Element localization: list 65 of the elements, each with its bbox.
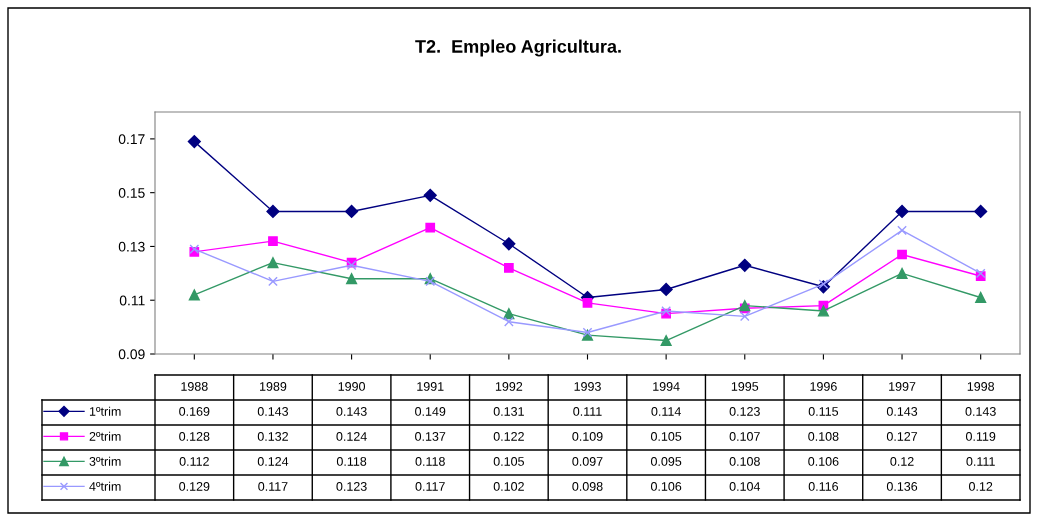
data-label: 0.105 <box>650 432 682 441</box>
data-label: 0.116 <box>808 482 839 491</box>
data-label: 0.106 <box>650 482 682 491</box>
y-tick-label: 0.11 <box>119 295 145 306</box>
y-tick-label: 0.15 <box>118 188 145 198</box>
data-label: 0.137 <box>415 432 446 441</box>
x-tick-label: 1992 <box>495 382 523 391</box>
x-tick-label: 1988 <box>181 382 208 391</box>
data-label: 0.102 <box>493 482 524 491</box>
data-label: 0.136 <box>886 482 918 491</box>
data-label: 0.129 <box>179 482 210 491</box>
chart-title: T2. Empleo Agricultura. <box>415 39 621 57</box>
data-label: 0.132 <box>257 432 288 441</box>
legend-label: 1ºtrim <box>89 406 121 416</box>
data-label: 0.117 <box>258 482 288 491</box>
data-label: 0.105 <box>493 457 524 466</box>
x-tick-label: 1998 <box>967 382 995 391</box>
x-tick-label: 1989 <box>260 382 287 391</box>
data-label: 0.119 <box>965 432 996 441</box>
x-tick-label: 1997 <box>889 382 916 391</box>
data-label: 0.108 <box>808 432 839 441</box>
legend-label: 3ºtrim <box>89 456 121 466</box>
data-label: 0.124 <box>336 432 367 441</box>
x-tick-label: 1990 <box>338 382 366 391</box>
data-label: 0.122 <box>493 432 524 441</box>
data-label: 0.115 <box>808 407 839 416</box>
data-label: 0.095 <box>650 457 682 466</box>
data-label: 0.131 <box>493 407 524 416</box>
x-tick-label: 1994 <box>653 382 680 391</box>
x-tick-label: 1996 <box>810 382 837 391</box>
y-tick-label: 0.17 <box>118 134 145 145</box>
data-label: 0.117 <box>415 482 445 491</box>
data-label: 0.128 <box>179 432 210 441</box>
data-label: 0.123 <box>729 407 760 416</box>
data-label: 0.104 <box>729 482 761 491</box>
x-tick-label: 1993 <box>574 382 601 391</box>
data-label: 0.12 <box>969 482 993 491</box>
data-label: 0.143 <box>965 407 996 416</box>
data-label: 0.112 <box>179 457 209 466</box>
data-label: 0.118 <box>336 457 367 466</box>
data-label: 0.143 <box>257 407 289 416</box>
data-label: 0.107 <box>729 432 760 441</box>
data-label: 0.169 <box>179 407 210 416</box>
x-tick-label: 1991 <box>417 382 444 391</box>
data-label: 0.12 <box>890 457 914 466</box>
y-tick-label: 0.09 <box>118 349 145 360</box>
data-label: 0.109 <box>572 432 603 441</box>
data-label: 0.149 <box>415 407 446 416</box>
y-tick-label: 0.13 <box>118 241 145 252</box>
data-label: 0.097 <box>572 457 603 466</box>
data-label: 0.098 <box>572 482 603 491</box>
data-label: 0.143 <box>336 407 367 416</box>
x-tick-label: 1995 <box>731 382 759 391</box>
data-label: 0.124 <box>257 457 289 466</box>
data-label: 0.143 <box>886 407 918 416</box>
data-label: 0.111 <box>966 457 995 466</box>
data-label: 0.127 <box>886 432 918 441</box>
data-label: 0.106 <box>808 457 839 466</box>
legend-label: 4ºtrim <box>89 481 121 491</box>
legend-label: 2ºtrim <box>89 431 121 441</box>
data-label: 0.108 <box>729 457 760 466</box>
data-label: 0.114 <box>651 407 681 416</box>
data-label: 0.118 <box>415 457 445 466</box>
data-label: 0.123 <box>336 482 367 491</box>
data-label: 0.111 <box>573 407 602 416</box>
